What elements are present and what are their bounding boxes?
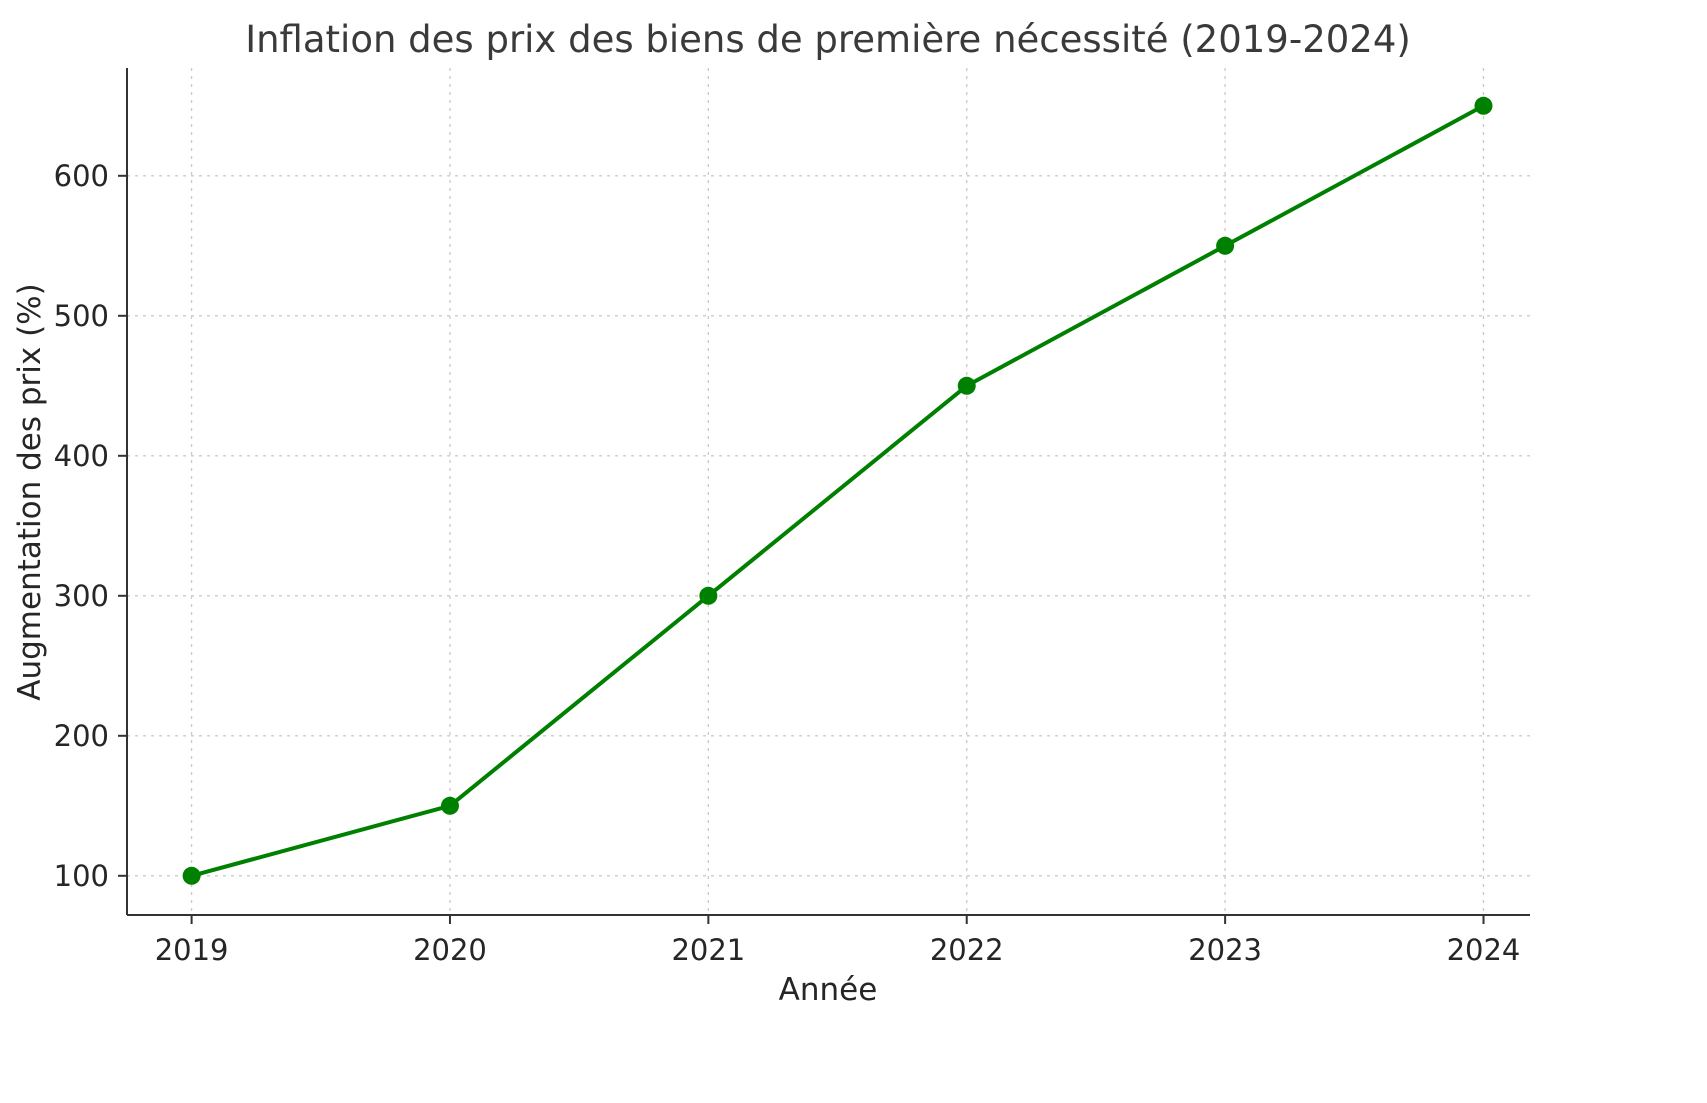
y-tick-label: 400: [54, 439, 109, 473]
y-tick-label: 100: [54, 859, 109, 893]
chart-title: Inflation des prix des biens de première…: [245, 18, 1411, 61]
y-tick-label: 600: [54, 159, 109, 193]
data-point-marker: [440, 796, 459, 815]
data-point-marker: [699, 586, 718, 605]
data-point-marker: [957, 376, 976, 395]
data-line: [189, 103, 1486, 878]
axes: [126, 68, 1530, 916]
tick-marks-and-labels: 2019 2020 2021 2022 2023 2024 100 200 300 400 500 6…: [54, 159, 1521, 967]
x-axis-label: Année: [779, 972, 878, 1008]
x-tick-label: 2023: [1188, 933, 1262, 967]
y-axis-label: Augmentation des prix (%): [12, 283, 48, 700]
data-point-marker: [1474, 96, 1493, 115]
x-tick-label: 2019: [155, 933, 229, 967]
line-series: [182, 96, 1493, 885]
data-point-marker: [182, 866, 201, 885]
y-tick-label: 300: [54, 579, 109, 613]
x-tick-label: 2024: [1447, 933, 1521, 967]
x-tick-label: 2020: [413, 933, 487, 967]
x-tick-label: 2022: [930, 933, 1004, 967]
y-tick-label: 200: [54, 719, 109, 753]
data-point-marker: [1216, 236, 1235, 255]
gridlines: [127, 68, 1530, 915]
x-tick-label: 2021: [671, 933, 745, 967]
y-tick-label: 500: [54, 299, 109, 333]
